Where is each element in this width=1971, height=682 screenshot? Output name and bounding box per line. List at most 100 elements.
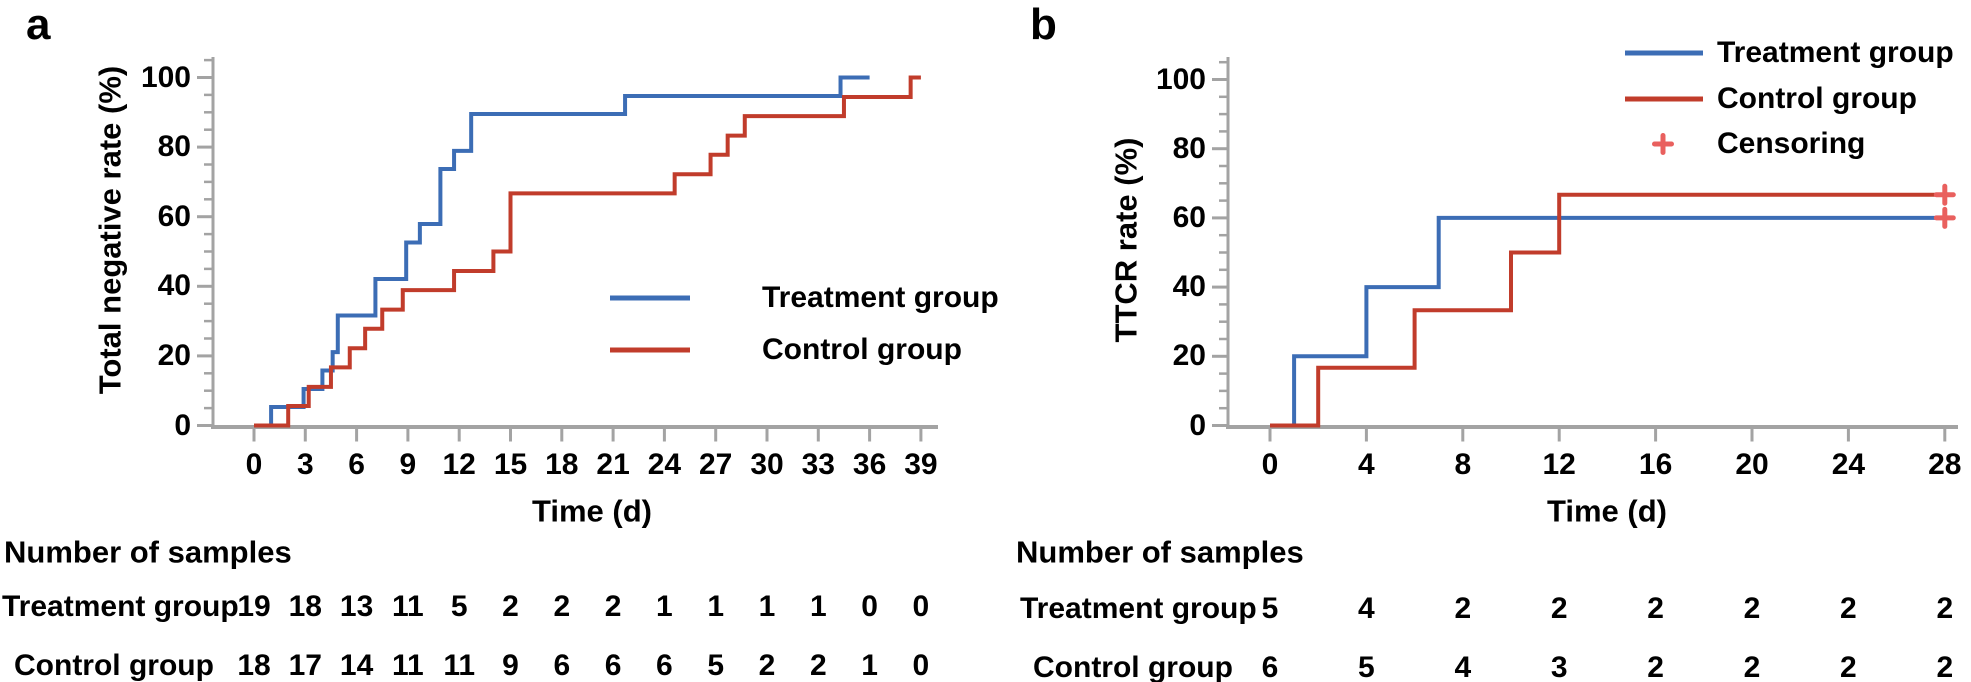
panel-a-risk-value: 13 <box>339 590 374 623</box>
panel-a-x-tick-label: 30 <box>750 448 784 481</box>
panel-a-y-tick-label: 100 <box>140 60 191 94</box>
panel-b-series-treatment-group <box>1270 215 1945 428</box>
panel-b-y-axis-title: TTCR rate (%) <box>1108 137 1144 343</box>
panel-b-risk-value: 2 <box>1454 592 1472 625</box>
panel-a-risk-value: 0 <box>861 590 878 623</box>
panel-b-risk-value: 4 <box>1454 651 1472 682</box>
panel-b-x-tick-label: 12 <box>1542 448 1576 481</box>
panel-a-risk-value: 11 <box>392 590 424 623</box>
panel-a-risk-value: 14 <box>339 649 374 682</box>
panel-b-risk-value: 3 <box>1550 651 1568 682</box>
panel-b-y-tick-label: 0 <box>1189 408 1206 442</box>
panel-b-legend-label: Censoring <box>1717 127 1866 160</box>
panel-a-y-tick-label: 20 <box>157 338 191 372</box>
panel-b-risk-value: 2 <box>1840 651 1857 682</box>
panel-a-risk-value: 2 <box>553 590 571 623</box>
panel-a-x-tick-label: 9 <box>399 448 417 481</box>
panel-b-x-tick-label: 16 <box>1638 448 1673 481</box>
panel-b-y-tick-label: 60 <box>1172 200 1206 234</box>
panel-a-x-axis-title: Time (d) <box>532 493 652 529</box>
panel-b-y-tick-label: 100 <box>1155 62 1206 96</box>
panel-a-risk-value: 1 <box>656 590 673 623</box>
panel-a-x-tick-label: 33 <box>801 448 835 481</box>
panel-b-risk-table-title: Number of samples <box>1016 534 1304 570</box>
panel-b-risk-value: 2 <box>1743 651 1761 682</box>
panel-b-risk-value: 2 <box>1550 592 1568 625</box>
panel-a-x-tick-label: 27 <box>699 448 733 481</box>
panel-a-risk-row-label: Treatment group <box>2 590 239 623</box>
panel-a-y-tick-label: 60 <box>157 199 191 233</box>
panel-b-risk-value: 2 <box>1840 592 1857 625</box>
panel-a-risk-row-label: Control group <box>14 649 214 682</box>
panel-b-x-tick-label: 24 <box>1831 448 1866 481</box>
panel-b-risk-value: 2 <box>1936 592 1954 625</box>
panel-a-risk-value: 2 <box>809 649 827 682</box>
panel-b-risk-value: 2 <box>1647 651 1664 682</box>
panel-a-y-axis-title: Total negative rate (%) <box>92 65 128 395</box>
panel-b-letter: b <box>1030 0 1057 49</box>
panel-a-risk-value: 2 <box>502 590 519 623</box>
panel-b-risk-row-label: Control group <box>1033 651 1233 682</box>
panel-a-x-tick-label: 6 <box>348 448 365 481</box>
panel-a-x-tick-label: 24 <box>647 448 682 481</box>
panel-a-risk-value: 6 <box>604 649 622 682</box>
panel-a-series-treatment-group <box>254 75 870 428</box>
panel-b-legend-label: Treatment group <box>1717 36 1954 69</box>
panel-b-y-tick-label: 40 <box>1172 270 1206 304</box>
panel-a-risk-value: 18 <box>288 590 322 623</box>
panel-a-x-tick-label: 21 <box>596 448 630 481</box>
panel-b-legend-label: Control group <box>1717 82 1917 115</box>
panel-b-risk-row-label: Treatment group <box>1020 592 1257 625</box>
panel-b-x-axis-title: Time (d) <box>1547 493 1667 529</box>
panel-a-risk-value: 2 <box>604 590 622 623</box>
panel-a-risk-value: 5 <box>707 649 725 682</box>
panel-a-letter: a <box>26 0 51 49</box>
panel-a-x-tick-label: 36 <box>852 448 887 481</box>
panel-a-risk-value: 1 <box>707 590 725 623</box>
panel-b-y-tick-label: 80 <box>1172 131 1206 165</box>
panel-a-x-tick-label: 15 <box>493 448 528 481</box>
panel-a-legend-label: Control group <box>762 333 962 366</box>
panel-a-risk-value: 11 <box>443 649 476 682</box>
panel-a-risk-value: 9 <box>502 649 519 682</box>
panel-b-risk-value: 4 <box>1358 592 1375 625</box>
panel-a-risk-value: 5 <box>450 590 468 623</box>
panel-a-risk-value: 17 <box>288 649 322 682</box>
panel-b-x-tick-label: 0 <box>1261 448 1279 481</box>
panel-a-y-tick-label: 40 <box>157 269 191 303</box>
panel-a-risk-value: 1 <box>809 590 827 623</box>
panel-b-x-tick-label: 28 <box>1928 448 1962 481</box>
panel-a-risk-value: 2 <box>758 649 776 682</box>
panel-a-risk-value: 6 <box>553 649 571 682</box>
panel-a-x-tick-label: 12 <box>442 448 476 481</box>
panel-b-x-tick-label: 4 <box>1358 448 1375 481</box>
panel-a-risk-value: 0 <box>912 649 930 682</box>
panel-a-x-tick-label: 3 <box>296 448 314 481</box>
panel-a-legend-label: Treatment group <box>762 281 999 314</box>
panel-b-x-tick-label: 8 <box>1454 448 1472 481</box>
panel-b-risk-value: 2 <box>1936 651 1954 682</box>
panel-b-x-tick-label: 20 <box>1735 448 1769 481</box>
panel-a-x-tick-label: 18 <box>545 448 579 481</box>
panel-b-risk-value: 5 <box>1261 592 1279 625</box>
panel-b-series-control-group <box>1270 192 1945 428</box>
panel-a-x-tick-label: 0 <box>245 448 263 481</box>
panel-a-y-tick-label: 0 <box>174 408 191 442</box>
panel-a-risk-table-title: Number of samples <box>4 534 292 570</box>
panel-a-risk-value: 19 <box>237 590 271 623</box>
panel-a-risk-value: 6 <box>656 649 673 682</box>
panel-a-risk-value: 1 <box>861 649 878 682</box>
panel-b-y-tick-label: 20 <box>1172 339 1206 373</box>
panel-a-y-tick-label: 80 <box>157 130 191 164</box>
panel-a-risk-value: 1 <box>758 590 776 623</box>
panel-b-risk-value: 6 <box>1261 651 1279 682</box>
panel-a-x-tick-label: 39 <box>904 448 938 481</box>
panel-a-risk-value: 18 <box>237 649 271 682</box>
panel-b-risk-value: 2 <box>1647 592 1664 625</box>
panel-a-risk-value: 11 <box>392 649 424 682</box>
panel-a-risk-value: 0 <box>912 590 930 623</box>
panel-b-risk-value: 5 <box>1358 651 1375 682</box>
